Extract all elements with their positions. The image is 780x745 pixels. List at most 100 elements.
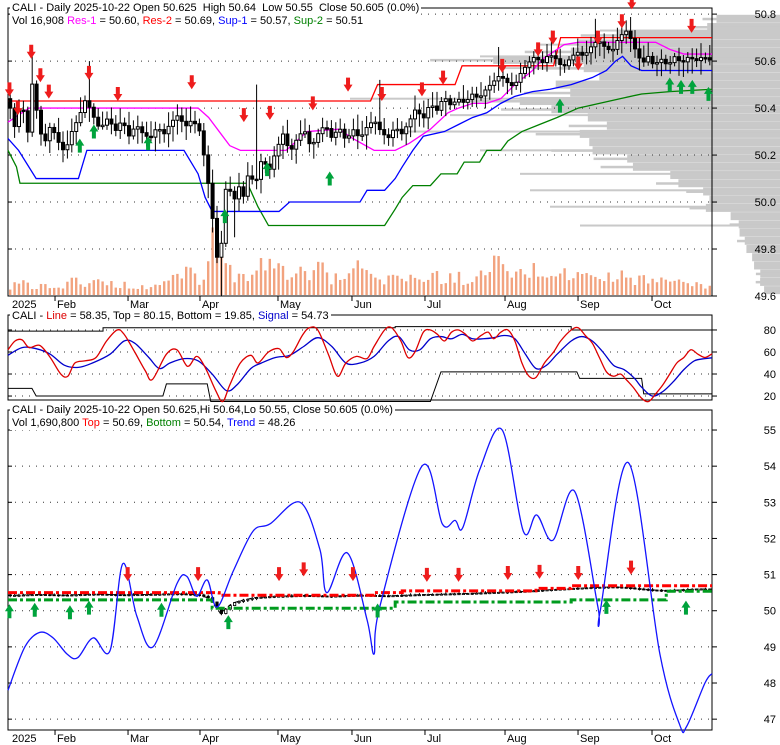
bottom-value: = 50.54, [180, 417, 227, 429]
y-axis-label: 52 [764, 533, 776, 545]
sell-arrow-icon [13, 101, 23, 116]
sell-arrow-icon [44, 84, 54, 99]
month-label: 2025 [12, 299, 36, 311]
sell-arrow-icon [299, 562, 309, 577]
res2-line [8, 36, 712, 102]
sell-arrow-icon [35, 68, 45, 83]
sell-arrow-icon [533, 42, 543, 57]
y-axis-label: 53 [764, 497, 776, 509]
month-label: Aug [507, 733, 527, 745]
sell-arrow-icon [626, 560, 636, 575]
sell-arrow-icon [573, 566, 583, 581]
month-label: Oct [654, 733, 671, 745]
top-value: = 50.69, [99, 417, 147, 429]
month-label: Feb [57, 299, 76, 311]
buy-arrow-icon [4, 604, 14, 619]
month-label: Apr [202, 299, 219, 311]
sell-arrow-icon [454, 567, 464, 582]
month-label: 2025 [12, 733, 36, 745]
oscillator-panel-title: CALI - Line = 58.35, Top = 80.15, Bottom… [10, 310, 331, 323]
price-title: CALI - Daily 2025-10-22 Open 50.625 High… [12, 2, 420, 14]
sup2-label: Sup-2 [293, 15, 324, 27]
y-axis-label: 50.4 [755, 103, 776, 115]
buy-arrow-icon [65, 605, 75, 620]
sell-arrow-icon [593, 30, 603, 45]
buy-arrow-icon [223, 615, 233, 630]
sell-arrow-icon [348, 567, 358, 582]
buy-arrow-icon [220, 209, 230, 224]
overlay-lines [7, 36, 713, 227]
buy-arrow-icon [30, 602, 40, 617]
y-axis-label: 50.2 [755, 150, 776, 162]
month-label: Jun [354, 299, 372, 311]
sell-arrow-icon [265, 105, 275, 120]
sell-arrow-icon [548, 30, 558, 45]
month-label: Jul [427, 733, 441, 745]
buy-arrow-icon [156, 602, 166, 617]
volume-bars [9, 227, 711, 295]
volume-readout: Vol 16,908 [12, 15, 68, 27]
month-label: May [280, 299, 301, 311]
osc-signal-label: Signal [257, 310, 289, 322]
y-axis-label: 60 [764, 347, 776, 359]
buy-arrow-icon [681, 600, 691, 615]
buy-arrow-icon [373, 603, 383, 618]
price-panel-title-line1: CALI - Daily 2025-10-22 Open 50.625 High… [10, 2, 422, 15]
month-label: May [280, 733, 301, 745]
buy-arrow-icon [703, 86, 713, 101]
trend-label: Trend [226, 417, 256, 429]
price-plot-area[interactable] [8, 8, 712, 296]
res2-label: Res-2 [142, 15, 172, 27]
month-label: Mar [130, 733, 149, 745]
trend-panel-title-line2: Vol 1,690,800 Top = 50.69, Bottom = 50.5… [10, 417, 298, 430]
osc-line-label: Line [46, 310, 68, 322]
buy-arrow-icon [89, 124, 99, 139]
buy-arrow-icon [687, 79, 697, 94]
sell-arrow-icon [123, 567, 133, 582]
month-label: Jun [354, 733, 372, 745]
buy-arrow-icon [665, 77, 675, 92]
y-axis-label: 50.0 [755, 197, 776, 209]
trend-signal-arrows [4, 560, 691, 630]
osc-signal-value: = 54.73 [288, 310, 329, 322]
trend-title: CALI - Daily 2025-10-22 Open 50.625,Hi 5… [12, 404, 393, 416]
sell-arrow-icon [497, 58, 507, 73]
trend-volume-readout: Vol 1,690,800 [12, 417, 83, 429]
osc-symbol: CALI - [12, 310, 47, 322]
sell-arrow-icon [422, 567, 432, 582]
sell-arrow-icon [84, 65, 94, 80]
month-label: Sep [580, 299, 600, 311]
sell-arrow-icon [377, 87, 387, 102]
sell-arrow-icon [26, 44, 36, 59]
y-axis-label: 50.6 [755, 56, 776, 68]
sell-arrow-icon [503, 566, 513, 581]
month-label: Sep [580, 733, 600, 745]
y-axis-label: 54 [764, 461, 776, 473]
sell-arrow-icon [239, 108, 249, 123]
bottom-dashed-line [8, 589, 712, 610]
res1-line [7, 41, 712, 152]
sup1-value: = 50.57, [247, 15, 294, 27]
y-axis-label: 80 [764, 325, 776, 337]
y-axis-label: 40 [764, 369, 776, 381]
month-label: Apr [202, 733, 219, 745]
trend-panel-title-line1: CALI - Daily 2025-10-22 Open 50.625,Hi 5… [10, 404, 395, 417]
sell-arrow-icon [535, 564, 545, 579]
sell-arrow-icon [4, 82, 14, 97]
line-series [7, 326, 713, 403]
month-label: Aug [507, 299, 527, 311]
sell-arrow-icon [193, 567, 203, 582]
month-label: Oct [654, 299, 671, 311]
sell-arrow-icon [343, 77, 353, 92]
res1-label: Res-1 [67, 15, 97, 27]
sell-arrow-icon [274, 567, 284, 582]
buy-arrow-icon [676, 79, 686, 94]
sell-arrow-icon [573, 56, 583, 71]
y-axis-label: 47 [764, 714, 776, 726]
sell-arrow-icon [417, 82, 427, 97]
signal-series [7, 333, 713, 397]
bottom-label: Bottom [146, 417, 181, 429]
trend-line-layer [7, 427, 713, 734]
